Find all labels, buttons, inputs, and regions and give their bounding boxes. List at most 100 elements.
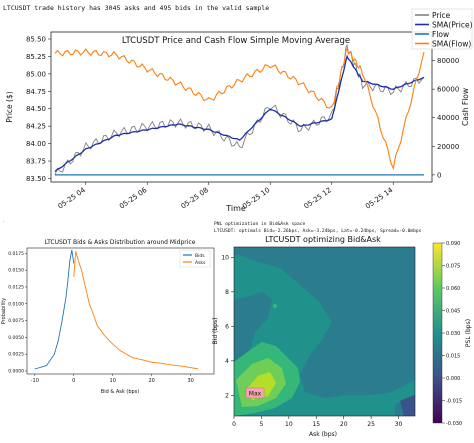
- opt-y-tick-label: 4: [225, 358, 229, 365]
- main-x-tick-label: 05-25 06: [118, 186, 149, 211]
- main-x-tick-label: 05-25 04: [57, 186, 88, 211]
- dist-x-tick-label: 0: [72, 378, 75, 384]
- opt-y-tick-label: 8: [225, 289, 229, 296]
- main-left-tick-label: 84.25: [26, 123, 46, 131]
- colorbar: 0.090 0.075 0.060 0.045 0.030 0.015 0.000 -0.01…: [432, 241, 472, 427]
- dist-x-axis: -10 0 10 20 30: [31, 374, 194, 384]
- dist-y-tick-label: 0.0050: [8, 335, 24, 341]
- dist-y-tick-label: 0.0025: [8, 352, 24, 358]
- dist-legend: Bids Asks: [179, 249, 211, 268]
- opt-x-tick-label: 5: [260, 421, 264, 428]
- opt-x-tick-label: 15: [312, 421, 320, 428]
- opt-x-tick-label: 30: [395, 421, 403, 428]
- dist-x-tick-label: -10: [31, 378, 39, 384]
- opt-y-tick-label: 6: [225, 323, 229, 330]
- dist-legend-box: [179, 249, 211, 268]
- contour-level-low-corner: [400, 395, 415, 416]
- contour-level-dark: [234, 247, 415, 416]
- main-xlabel: Time: [225, 204, 246, 213]
- main-right-tick-label: 20000: [437, 143, 459, 151]
- series-line-sma-flow: [54, 46, 425, 171]
- main-left-tick-label: 83.50: [26, 175, 46, 183]
- dist-legend-asks-label: Asks: [195, 260, 206, 266]
- dist-y-tick-label: 0.0150: [8, 268, 24, 274]
- main-right-tick-label: 40000: [437, 114, 459, 122]
- main-ylabel-left: Price ($): [5, 91, 14, 122]
- main-ylabel-right: Cash Flow: [461, 88, 470, 126]
- opt-x-axis: 0 5 10 15 20 25 30: [232, 416, 403, 428]
- legend-sma-flow-label: SMA(Flow): [432, 40, 471, 49]
- header-text: LTCUSDT trade history has 3045 asks and …: [3, 4, 269, 12]
- main-right-tick-label: 80000: [437, 57, 459, 65]
- separator-dot: ·: [3, 219, 5, 225]
- main-x-tick-label: 05-25 14: [364, 186, 395, 211]
- dist-legend-bids-label: Bids: [195, 253, 205, 259]
- opt-y-tick-label: 2: [225, 392, 229, 399]
- colorbar-tick-label: 0.015: [446, 354, 460, 360]
- dist-y-tick-label: 0.0100: [8, 301, 24, 307]
- colorbar-tick-label: 0.030: [446, 331, 460, 337]
- dist-x-tick-label: 20: [148, 378, 154, 384]
- main-x-tick-label: 05-25 12: [303, 186, 333, 211]
- main-right-tick-label: 0: [437, 171, 441, 179]
- legend-flow-label: Flow: [432, 30, 449, 39]
- dist-x-tick-label: 30: [187, 378, 193, 384]
- opt-chart-title: LTCUSDT optimizing Bid&Ask: [265, 235, 381, 244]
- dist-xlabel: Bid & Ask (bps): [101, 389, 139, 395]
- colorbar-axis: 0.090 0.075 0.060 0.045 0.030 0.015 0.000 -0.01…: [442, 241, 462, 427]
- opt-x-tick-label: 0: [232, 421, 236, 428]
- colorbar-tick-label: 0.060: [446, 286, 460, 292]
- opt-plot-frame: [233, 246, 416, 417]
- main-left-tick-label: 85.50: [26, 35, 46, 43]
- optimization-chart: PNL optimization in Bid&Ask space LTCUSD…: [212, 221, 472, 438]
- distribution-chart: LTCUSDT Bids & Asks Distribution around …: [1, 239, 215, 395]
- colorbar-tick-label: -0.030: [446, 421, 462, 427]
- opt-y-tick-label: 10: [221, 254, 229, 261]
- dist-plot-frame: [26, 247, 215, 375]
- main-chart: LTCUSDT Price and Cash Flow Simple Movin…: [5, 8, 473, 213]
- dist-y-axis: 0.0000 0.0025 0.0050 0.0075 0.0100 0.0125 0.01…: [8, 251, 27, 375]
- colorbar-gradient: [432, 242, 443, 424]
- main-legend: Price SMA(Price) Flow SMA(Flow): [411, 8, 473, 50]
- main-left-tick-label: 85.25: [26, 53, 46, 61]
- opt-caption-line1: PNL optimization in Bid&Ask space: [214, 221, 306, 227]
- dist-series-group: [34, 249, 199, 370]
- main-chart-title: LTCUSDT Price and Cash Flow Simple Movin…: [122, 36, 350, 46]
- main-left-tick-label: 84.75: [26, 88, 46, 96]
- main-series-group: [54, 43, 425, 176]
- colorbar-tick-label: 0.045: [446, 309, 460, 315]
- dist-chart-title: LTCUSDT Bids & Asks Distribution around …: [45, 239, 196, 246]
- legend-price-label: Price: [432, 11, 451, 20]
- max-label: Max: [249, 391, 262, 398]
- legend-sma-price-label: SMA(Price): [432, 21, 473, 30]
- contour-level-dark-mid: [335, 300, 388, 345]
- main-left-tick-label: 83.75: [26, 158, 46, 166]
- opt-xlabel: Ask (bps): [309, 431, 337, 438]
- main-left-tick-label: 84.00: [26, 140, 46, 148]
- dist-y-tick-label: 0.0125: [8, 284, 24, 290]
- dist-y-tick-label: 0.0000: [8, 369, 24, 375]
- dist-y-tick-label: 0.0175: [8, 251, 24, 257]
- main-right-axis: 0 20000 40000 60000 80000: [432, 57, 459, 179]
- opt-x-tick-label: 20: [340, 421, 348, 428]
- colorbar-tick-label: 0.000: [446, 376, 460, 382]
- main-plot-frame: [50, 31, 433, 183]
- opt-caption-line2: LTCUSDT: optimals Bid=-2.26bps, Ask=-3.2…: [214, 228, 422, 234]
- dist-series-asks: [73, 251, 199, 370]
- opt-x-tick-label: 10: [285, 421, 293, 428]
- dist-y-tick-label: 0.0075: [8, 318, 24, 324]
- opt-y-axis: 2 4 6 8 10: [221, 254, 234, 399]
- colorbar-tick-label: 0.075: [446, 264, 460, 270]
- main-right-tick-label: 60000: [437, 86, 459, 94]
- main-left-axis: 83.50 83.75 84.00 84.25 84.50 84.75 85.00 85.25…: [26, 35, 51, 183]
- series-line-sma-price: [54, 54, 425, 172]
- max-marker: Max: [245, 387, 265, 399]
- dist-x-tick-label: 10: [110, 378, 116, 384]
- opt-ylabel: Bid (bps): [212, 318, 219, 345]
- colorbar-tick-label: 0.090: [446, 241, 460, 247]
- dist-series-bids: [34, 249, 75, 370]
- dist-ylabel: Probability: [1, 298, 7, 324]
- colorbar-tick-label: -0.015: [446, 399, 462, 405]
- series-line-price: [54, 43, 425, 176]
